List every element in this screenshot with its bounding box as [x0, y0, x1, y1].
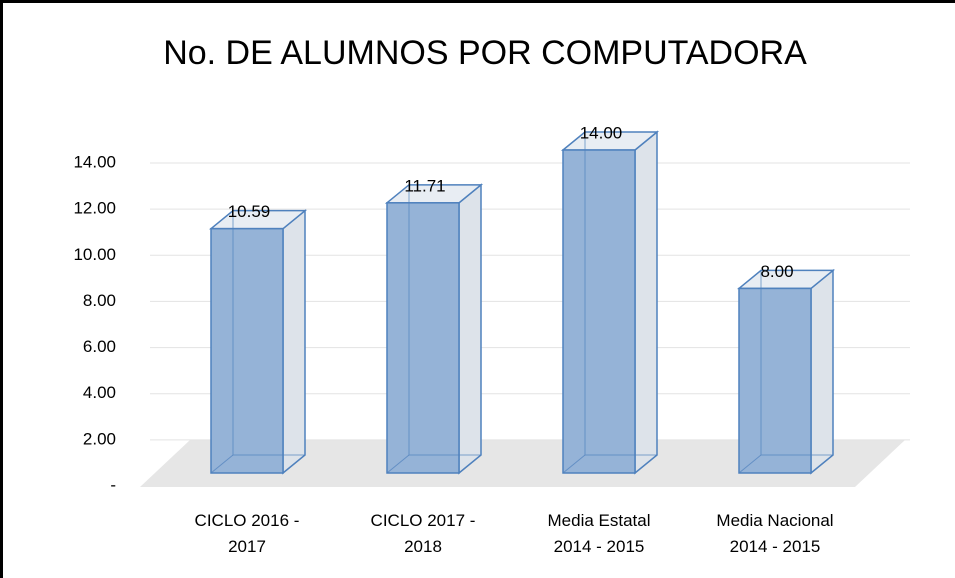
value-label: 11.71 — [404, 176, 445, 195]
bar-side — [458, 183, 482, 475]
x-tick-label: CICLO 2016 - 2017 — [194, 511, 300, 556]
bar-back-edge — [210, 454, 234, 474]
bar — [386, 202, 460, 474]
y-tick-label: 12.00 — [73, 199, 116, 218]
bar-side — [634, 130, 658, 475]
bar-back-edge — [738, 454, 762, 474]
value-label: 8.00 — [760, 262, 793, 281]
bar — [562, 149, 636, 474]
x-tick-label: Media Nacional 2014 - 2015 — [716, 511, 834, 556]
chart-title: No. DE ALUMNOS POR COMPUTADORA — [163, 34, 807, 72]
bar — [738, 287, 812, 474]
y-tick-label: 6.00 — [83, 337, 116, 356]
x-tick-label: Media Estatal 2014 - 2015 — [547, 511, 651, 556]
y-tick-label: 2.00 — [83, 429, 116, 448]
y-tick-label: 14.00 — [73, 152, 116, 171]
floor — [140, 440, 905, 487]
bar — [210, 227, 284, 474]
bar-side — [810, 268, 834, 475]
y-tick-label: 4.00 — [83, 383, 116, 402]
bar-side — [282, 209, 306, 475]
x-tick-label: CICLO 2017 - 2018 — [370, 511, 476, 556]
value-label: 14.00 — [580, 123, 623, 142]
value-label: 10.59 — [228, 202, 271, 221]
bar-back-edge — [386, 454, 410, 474]
y-tick-label: 8.00 — [83, 291, 116, 310]
y-tick-label: 10.00 — [73, 245, 116, 264]
y-tick-label: - — [110, 475, 116, 494]
bar-back-edge — [562, 454, 586, 474]
